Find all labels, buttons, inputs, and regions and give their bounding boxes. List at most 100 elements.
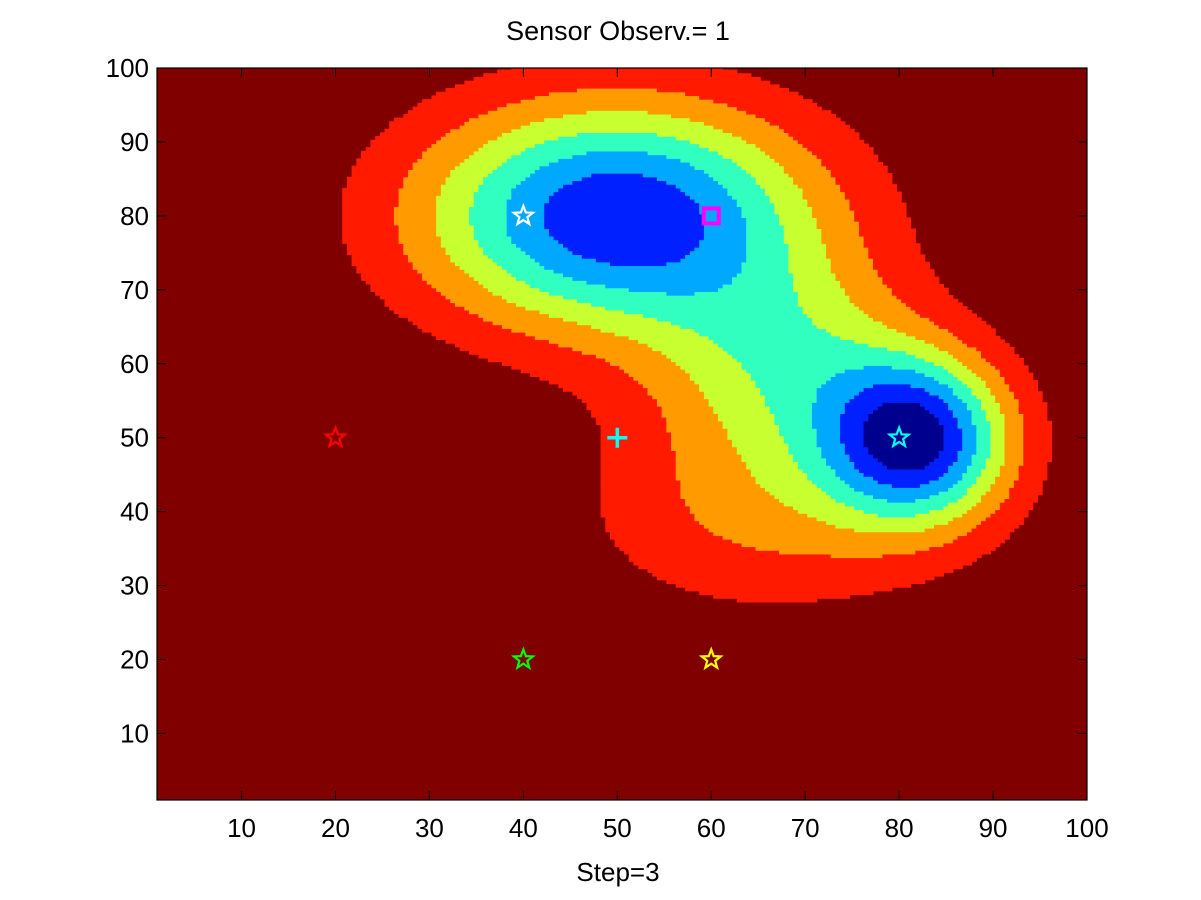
contour-band-cell (877, 457, 935, 463)
contour-band-cell (473, 202, 508, 207)
contour-band-cell (671, 357, 738, 363)
contour-band-cell (628, 335, 710, 341)
contour-band-cell (459, 265, 503, 270)
contour-band-cell (802, 468, 837, 474)
contour-band-cell (835, 176, 893, 182)
contour-band-cell (689, 195, 733, 200)
contour-band-cell (440, 235, 475, 241)
contour-band-cell (445, 250, 484, 255)
contour-band-cell (675, 461, 747, 466)
contour-band-cell (450, 169, 494, 174)
marker-red-star (322, 424, 348, 449)
contour-band-cell (811, 402, 846, 407)
contour-band-cell (835, 498, 888, 503)
contour-band-cell (609, 531, 714, 536)
contour-band-cell (990, 431, 1006, 437)
contour-band-cell (548, 339, 639, 344)
contour-band-cell (835, 180, 893, 185)
contour-band-cell (896, 328, 949, 333)
contour-band-cell (971, 413, 987, 418)
contour-band-cell (990, 387, 1010, 392)
contour-band-cell (797, 465, 832, 470)
contour-band-cell (520, 150, 588, 156)
contour-band-cell (995, 476, 1020, 481)
contour-band-cell (548, 198, 696, 204)
contour-band-cell (736, 272, 794, 278)
contour-band-cell (966, 343, 1010, 348)
contour-band-cell (1013, 391, 1043, 396)
contour-band-cell (426, 147, 480, 152)
contour-band-cell (854, 465, 888, 470)
contour-band-cell (952, 516, 987, 522)
contour-band-cell (976, 476, 996, 481)
contour-band-cell (732, 442, 790, 448)
contour-band-cell (1023, 431, 1053, 437)
contour-band-cell (436, 195, 475, 200)
contour-band-cell (995, 509, 1029, 514)
contour-band-cell (473, 191, 512, 196)
contour-band-cell (661, 409, 714, 414)
contour-band-cell (821, 383, 874, 389)
contour-band-cell (356, 265, 414, 270)
contour-band-cell (628, 372, 691, 377)
contour-band-cell (830, 553, 883, 559)
contour-band-cell (548, 291, 667, 296)
contour-band-cell (407, 317, 484, 322)
contour-band-cell (755, 383, 822, 389)
contour-band-cell (811, 213, 855, 219)
contour-band-cell (779, 424, 813, 429)
y-tick-label: 90 (120, 127, 149, 157)
contour-band-cell (783, 165, 827, 170)
contour-band-cell (783, 235, 822, 241)
contour-band-cell (732, 276, 794, 281)
contour-band-cell (934, 376, 959, 381)
contour-band-cell (713, 531, 968, 536)
contour-band-cell (412, 320, 494, 326)
contour-band-cell (872, 494, 930, 499)
contour-band-cell (774, 420, 813, 426)
contour-band-cell (872, 409, 930, 414)
contour-band-cell (741, 542, 945, 548)
contour-band-cell (952, 461, 973, 466)
contour-band-cell (346, 247, 404, 252)
contour-band-cell (666, 180, 719, 185)
contour-band-cell (1023, 435, 1053, 440)
contour-band-cell (600, 450, 677, 455)
contour-band-cell (830, 261, 874, 267)
x-tick-label: 60 (697, 813, 726, 843)
contour-band-cell (511, 328, 602, 333)
contour-band-cell (746, 110, 832, 115)
contour-band-cell (816, 394, 855, 400)
contour-band-cell (694, 328, 827, 333)
contour-band-cell (816, 154, 879, 159)
contour-band-cell (736, 161, 780, 167)
contour-band-cell (788, 450, 822, 455)
contour-band-cell (732, 354, 916, 359)
contour-band-cell (816, 224, 860, 230)
contour-band-cell (666, 261, 743, 267)
contour-band-cell (938, 417, 959, 422)
contour-band-cell (516, 184, 564, 189)
contour-band-cell (473, 150, 522, 156)
contour-band-cell (370, 143, 433, 148)
contour-band-cell (952, 332, 996, 337)
contour-band-cell (779, 431, 818, 437)
contour-band-cell (990, 439, 1006, 444)
contour-band-cell (680, 491, 771, 496)
contour-band-cell (506, 298, 578, 304)
contour-band-cell (342, 228, 400, 233)
contour-band-cell (783, 435, 818, 440)
contour-band-cell (962, 494, 982, 499)
contour-band-cell (450, 128, 512, 133)
contour-band-cell (966, 383, 987, 389)
contour-band-cell (393, 210, 437, 215)
contour-band-cell (412, 165, 456, 170)
contour-band-cell (548, 195, 691, 200)
contour-band-cell (675, 583, 912, 588)
contour-band-cell (680, 365, 743, 370)
contour-band-cell (600, 465, 677, 470)
contour-band-cell (976, 502, 1001, 507)
contour-band-cell (562, 113, 672, 119)
contour-band-cell (722, 154, 771, 159)
contour-band-cell (905, 350, 949, 355)
